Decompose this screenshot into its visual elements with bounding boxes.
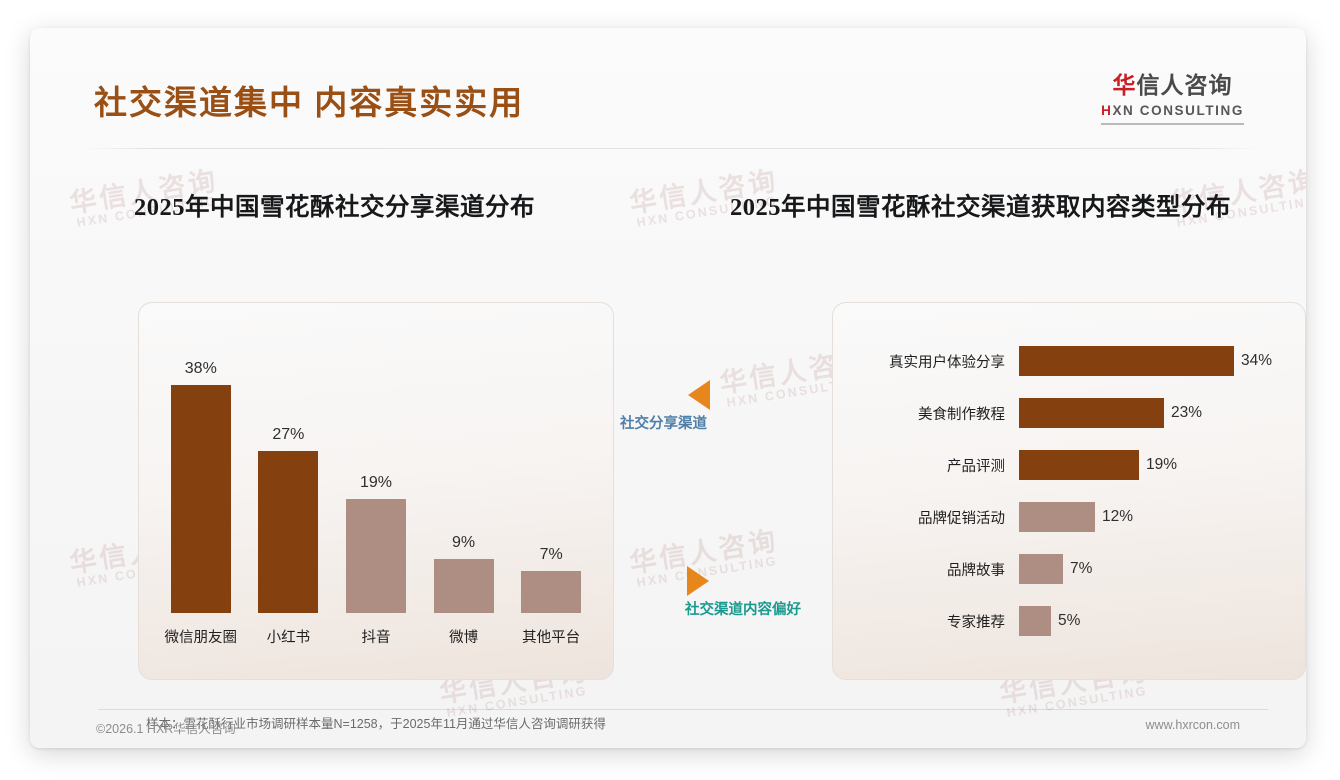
slide-header: 社交渠道集中 内容真实实用 <box>30 28 1306 149</box>
horizontal-bar-rect <box>1019 502 1095 532</box>
right-chart-panel: 真实用户体验分享 34% 美食制作教程 23% 产品评测 19% 品牌促销活动 12% 品牌故事… <box>832 302 1306 680</box>
horizontal-bar-rect <box>1019 554 1063 584</box>
horizontal-bar-value-label: 23% <box>1171 404 1203 421</box>
annotation-share-channel-label: 社交分享渠道 <box>620 416 707 432</box>
company-logo: 华信人咨询 HXN CONSULTING <box>1101 66 1244 125</box>
horizontal-bar-rect <box>1019 450 1139 480</box>
website-text: www.hxrcon.com <box>1145 718 1240 732</box>
copyright-text: ©2026.1 HXR华信人咨询 <box>96 722 236 736</box>
triangle-left-icon <box>688 380 710 410</box>
header-divider <box>82 148 1262 149</box>
horizontal-bar-rect <box>1019 606 1051 636</box>
triangle-right-icon <box>687 566 709 596</box>
horizontal-bar-category-label: 真实用户体验分享 <box>889 354 1005 371</box>
vertical-bar-item: 19% <box>334 474 418 613</box>
footer-divider <box>98 709 1268 710</box>
annotation-content-preference: 社交渠道内容偏好 <box>685 566 801 619</box>
horizontal-bar-value-label: 7% <box>1070 560 1093 577</box>
horizontal-bar-category-label: 品牌故事 <box>947 562 1005 579</box>
horizontal-bar-item: 品牌促销活动 12% <box>833 491 1291 543</box>
horizontal-bar-item: 真实用户体验分享 34% <box>833 335 1291 387</box>
vertical-bar-value-label: 7% <box>539 546 563 563</box>
vertical-bar-item: 38% <box>159 360 243 613</box>
vertical-bar-plot: 38% 27% 19% 9% 7% <box>139 347 613 613</box>
slide-card: 华信人咨询 HXN CONSULTING 华信人咨询 HXN CONSULTING 华信… <box>30 28 1306 748</box>
horizontal-bar-item: 品牌故事 7% <box>833 543 1291 595</box>
logo-underline <box>1101 123 1244 125</box>
logo-rest-chars: 信人咨询 <box>1136 72 1233 98</box>
logo-english-text: HXN CONSULTING <box>1101 103 1244 118</box>
vertical-bar-item: 9% <box>422 534 506 613</box>
vertical-bar-rect <box>258 451 319 613</box>
horizontal-bar-rect <box>1019 398 1164 428</box>
left-chart-title: 2025年中国雪花酥社交分享渠道分布 <box>134 194 535 221</box>
logo-chinese-text: 华信人咨询 <box>1101 66 1244 100</box>
logo-accent-char: 华 <box>1112 72 1137 98</box>
horizontal-bar-rect <box>1019 346 1234 376</box>
horizontal-bar-category-label: 专家推荐 <box>947 614 1005 631</box>
vertical-bar-category-label: 其他平台 <box>522 630 581 646</box>
vertical-bar-value-label: 19% <box>359 474 392 491</box>
vertical-bar-rect <box>433 559 494 613</box>
page-title: 社交渠道集中 内容真实实用 <box>94 86 525 122</box>
slide-footer: ©2026.1 HXR华信人咨询 www.hxrcon.com <box>30 706 1306 748</box>
horizontal-bar-item: 美食制作教程 23% <box>833 387 1291 439</box>
vertical-bar-category-label: 微博 <box>449 630 479 646</box>
horizontal-bar-category-label: 产品评测 <box>947 458 1005 475</box>
horizontal-bar-plot: 真实用户体验分享 34% 美食制作教程 23% 产品评测 19% 品牌促销活动 12% 品牌故事… <box>833 303 1305 679</box>
horizontal-bar-category-label: 美食制作教程 <box>918 406 1005 423</box>
vertical-bar-category-label: 抖音 <box>361 630 391 646</box>
vertical-bar-item: 27% <box>246 426 330 613</box>
logo-en-rest: XN CONSULTING <box>1112 103 1244 118</box>
vertical-bar-rect <box>170 385 231 613</box>
vertical-bar-category-labels: 微信朋友圈 小红书 抖音 微博 其他平台 <box>139 626 613 647</box>
vertical-bar-rect <box>345 499 406 613</box>
right-chart-title: 2025年中国雪花酥社交渠道获取内容类型分布 <box>730 194 1231 221</box>
sample-note: 样本：雪花酥行业市场调研样本量N=1258，于2025年11月通过华信人咨询调研… <box>146 717 606 731</box>
vertical-bar-value-label: 27% <box>272 426 305 443</box>
horizontal-bar-category-label: 品牌促销活动 <box>918 510 1005 527</box>
horizontal-bar-item: 专家推荐 5% <box>833 595 1291 647</box>
horizontal-bar-value-label: 5% <box>1058 612 1081 629</box>
vertical-bar-value-label: 38% <box>184 360 217 377</box>
horizontal-bar-value-label: 34% <box>1241 352 1273 369</box>
left-chart-panel: 38% 27% 19% 9% 7% 微信朋友圈 小红书 抖音 微博 其他平台 <box>138 302 614 680</box>
vertical-bar-value-label: 9% <box>452 534 476 551</box>
horizontal-bar-value-label: 12% <box>1102 508 1134 525</box>
vertical-bar-item: 7% <box>509 546 593 613</box>
vertical-bar-category-label: 小红书 <box>266 630 311 646</box>
horizontal-bar-value-label: 19% <box>1146 456 1178 473</box>
horizontal-bar-item: 产品评测 19% <box>833 439 1291 491</box>
logo-en-accent: H <box>1101 103 1113 118</box>
annotation-share-channel: 社交分享渠道 <box>620 380 710 433</box>
annotation-content-preference-label: 社交渠道内容偏好 <box>685 602 801 618</box>
vertical-bar-category-label: 微信朋友圈 <box>164 630 238 646</box>
vertical-bar-rect <box>521 571 582 613</box>
